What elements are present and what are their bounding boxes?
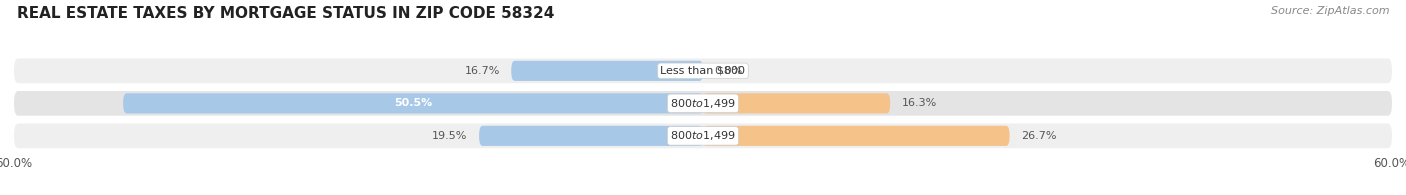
FancyBboxPatch shape bbox=[14, 123, 1392, 148]
Text: 16.7%: 16.7% bbox=[464, 66, 499, 76]
Text: 50.5%: 50.5% bbox=[394, 98, 432, 108]
FancyBboxPatch shape bbox=[703, 93, 890, 113]
Text: REAL ESTATE TAXES BY MORTGAGE STATUS IN ZIP CODE 58324: REAL ESTATE TAXES BY MORTGAGE STATUS IN … bbox=[17, 6, 554, 21]
FancyBboxPatch shape bbox=[14, 91, 1392, 116]
Text: Source: ZipAtlas.com: Source: ZipAtlas.com bbox=[1271, 6, 1389, 16]
Text: $800 to $1,499: $800 to $1,499 bbox=[671, 97, 735, 110]
Text: 0.0%: 0.0% bbox=[714, 66, 742, 76]
Text: Less than $800: Less than $800 bbox=[661, 66, 745, 76]
FancyBboxPatch shape bbox=[124, 93, 703, 113]
FancyBboxPatch shape bbox=[14, 58, 1392, 83]
Text: 16.3%: 16.3% bbox=[901, 98, 936, 108]
FancyBboxPatch shape bbox=[703, 126, 1010, 146]
Text: 19.5%: 19.5% bbox=[432, 131, 468, 141]
Text: $800 to $1,499: $800 to $1,499 bbox=[671, 129, 735, 142]
Text: 26.7%: 26.7% bbox=[1021, 131, 1056, 141]
FancyBboxPatch shape bbox=[512, 61, 703, 81]
FancyBboxPatch shape bbox=[479, 126, 703, 146]
